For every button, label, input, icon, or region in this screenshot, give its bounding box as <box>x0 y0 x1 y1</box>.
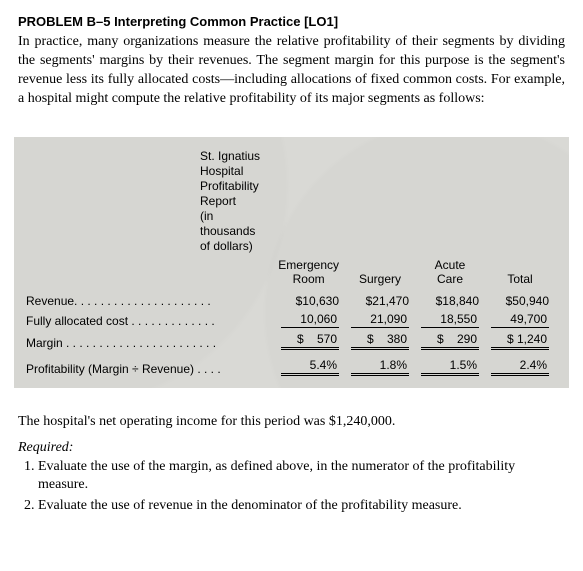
row-revenue-c4: $50,940 <box>485 292 555 310</box>
report-units: (in thousands of dollars) <box>200 209 266 254</box>
page: PROBLEM B–5 Interpreting Common Practice… <box>0 0 583 532</box>
required-item-2: Evaluate the use of revenue in the denom… <box>38 497 565 516</box>
row-margin-label: Margin . . . . . . . . . . . . . . . . .… <box>20 330 272 352</box>
problem-title-text: PROBLEM B–5 Interpreting Common Practice <box>18 14 300 29</box>
report-name: Profitability Report <box>200 179 266 209</box>
header-row-1: St. Ignatius Hospital Profitability Repo… <box>20 147 555 252</box>
row-cost-c4: 49,700 <box>485 310 555 330</box>
row-profitability-c3: 1.5% <box>415 356 485 378</box>
problem-title: PROBLEM B–5 Interpreting Common Practice… <box>18 14 565 29</box>
row-profitability-c1: 5.4% <box>272 356 345 378</box>
column-header-row: Emergency Room Surgery Acute Care Total <box>20 256 555 288</box>
row-margin-c3: $ 290 <box>415 330 485 352</box>
row-cost-c1: 10,060 <box>272 310 345 330</box>
profitability-table: St. Ignatius Hospital Profitability Repo… <box>20 147 555 378</box>
row-profitability-c2: 1.8% <box>345 356 415 378</box>
row-revenue-c2: $21,470 <box>345 292 415 310</box>
row-revenue-label: Revenue. . . . . . . . . . . . . . . . .… <box>20 292 272 310</box>
problem-title-lo: [LO1] <box>304 14 338 29</box>
row-cost: Fully allocated cost . . . . . . . . . .… <box>20 310 555 330</box>
row-cost-c2: 21,090 <box>345 310 415 330</box>
row-cost-label: Fully allocated cost . . . . . . . . . .… <box>20 310 272 330</box>
required-item-1: Evaluate the use of the margin, as defin… <box>38 458 565 496</box>
col-header-emergency-l1: Emergency <box>278 258 339 272</box>
row-margin: Margin . . . . . . . . . . . . . . . . .… <box>20 330 555 352</box>
col-header-surgery: Surgery <box>345 256 415 288</box>
col-header-emergency-l2: Room <box>278 272 339 286</box>
col-header-total: Total <box>485 256 555 288</box>
required-label: Required: <box>18 440 565 456</box>
row-profitability-c4: 2.4% <box>485 356 555 378</box>
required-list: Evaluate the use of the margin, as defin… <box>18 458 565 517</box>
profitability-table-block: St. Ignatius Hospital Profitability Repo… <box>14 137 569 388</box>
row-profitability-label: Profitability (Margin ÷ Revenue) . . . . <box>20 356 272 378</box>
row-margin-c2: $ 380 <box>345 330 415 352</box>
row-margin-c4: $ 1,240 <box>485 330 555 352</box>
row-revenue-c3: $18,840 <box>415 292 485 310</box>
row-profitability: Profitability (Margin ÷ Revenue) . . . .… <box>20 356 555 378</box>
row-cost-c3: 18,550 <box>415 310 485 330</box>
col-header-emergency: Emergency Room <box>272 256 345 288</box>
intro-paragraph: In practice, many organizations measure … <box>18 33 565 109</box>
report-org: St. Ignatius Hospital <box>200 149 266 179</box>
col-header-acute-care: Acute Care <box>415 256 485 288</box>
closing-sentence: The hospital's net operating income for … <box>18 414 565 430</box>
row-revenue-c1: $10,630 <box>272 292 345 310</box>
row-margin-c1: $ 570 <box>272 330 345 352</box>
row-revenue: Revenue. . . . . . . . . . . . . . . . .… <box>20 292 555 310</box>
